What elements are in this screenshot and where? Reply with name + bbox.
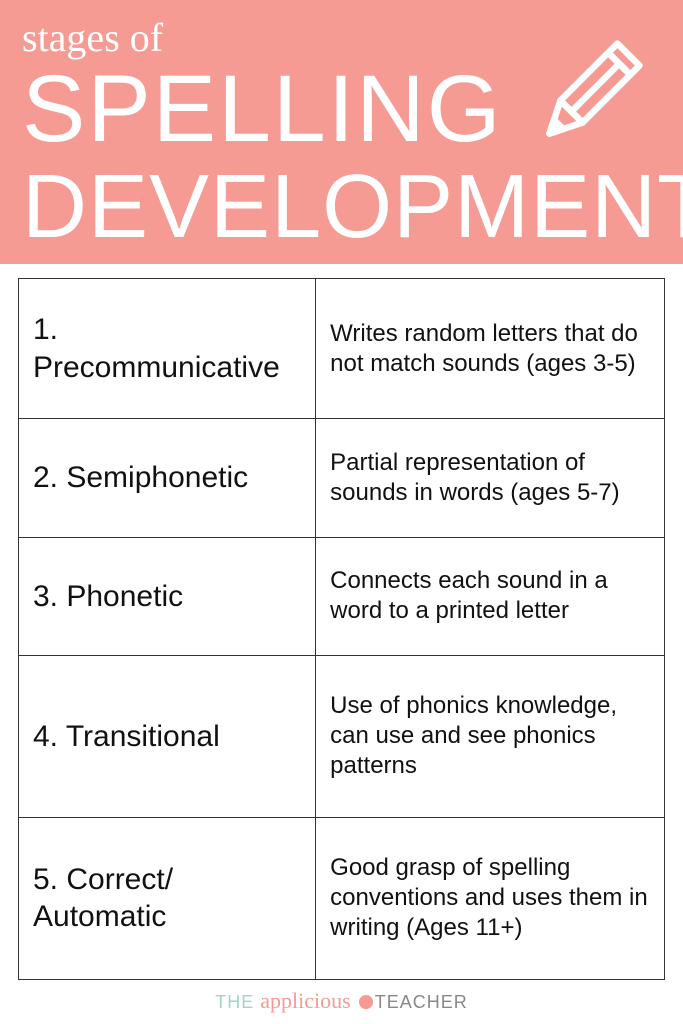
stage-desc-cell: Use of phonics knowledge, can use and se… (316, 655, 665, 817)
stage-desc-cell: Good grasp of spelling conventions and u… (316, 817, 665, 979)
stage-name-cell: 2. Semiphonetic (19, 419, 316, 537)
brand-teacher: TEACHER (375, 992, 468, 1012)
stage-name-cell: 5. Correct/ Automatic (19, 817, 316, 979)
header: stages of SPELLING DEVELOPMENT (0, 0, 683, 264)
brand-script: applicious (260, 988, 350, 1013)
stage-name-cell: 3. Phonetic (19, 537, 316, 655)
stage-desc-cell: Connects each sound in a word to a print… (316, 537, 665, 655)
stage-name-cell: 4. Transitional (19, 655, 316, 817)
table-row: 4. TransitionalUse of phonics knowledge,… (19, 655, 665, 817)
stages-table: 1. PrecommunicativeWrites random letters… (18, 278, 665, 980)
footer-brand: THE applicious TEACHER (0, 982, 683, 1024)
brand-the: THE (215, 992, 254, 1012)
stages-table-wrap: 1. PrecommunicativeWrites random letters… (0, 264, 683, 982)
table-row: 1. PrecommunicativeWrites random letters… (19, 279, 665, 419)
pencil-icon (523, 30, 653, 160)
apple-icon (359, 995, 373, 1009)
stage-desc-cell: Partial representation of sounds in word… (316, 419, 665, 537)
table-row: 5. Correct/ AutomaticGood grasp of spell… (19, 817, 665, 979)
stage-name-cell: 1. Precommunicative (19, 279, 316, 419)
table-row: 3. PhoneticConnects each sound in a word… (19, 537, 665, 655)
title-line-2: DEVELOPMENT (22, 160, 683, 255)
table-row: 2. SemiphoneticPartial representation of… (19, 419, 665, 537)
stage-desc-cell: Writes random letters that do not match … (316, 279, 665, 419)
